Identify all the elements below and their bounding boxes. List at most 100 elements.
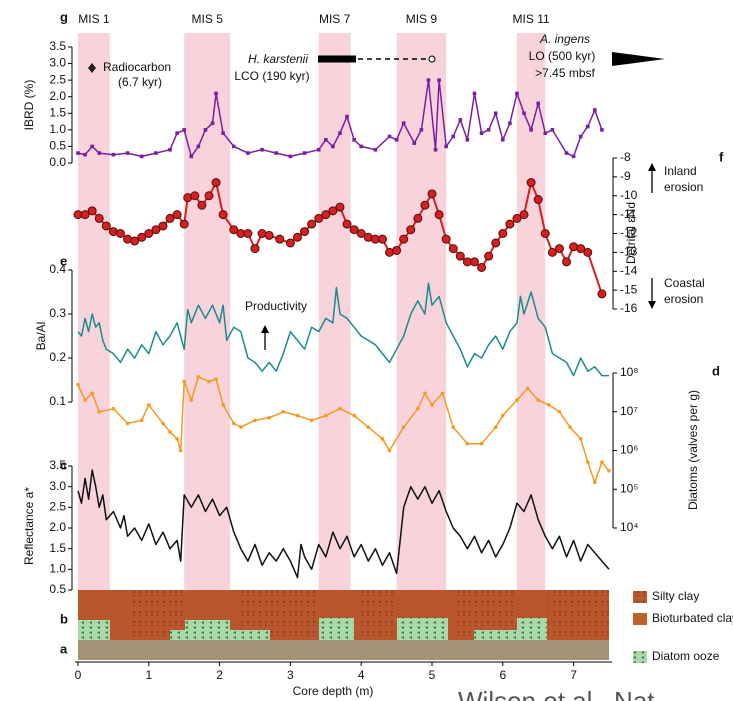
y-tick-label: -9	[620, 169, 631, 183]
point	[221, 131, 225, 135]
point	[557, 409, 562, 414]
y-tick-label: 2.5	[49, 500, 66, 514]
ooze-patch	[78, 620, 110, 640]
range-end	[428, 55, 436, 63]
annotation: >7.45 mbsf	[535, 66, 595, 80]
point	[172, 210, 182, 220]
point	[342, 219, 352, 229]
point	[243, 229, 253, 238]
point	[576, 244, 586, 254]
point	[373, 147, 378, 152]
point	[264, 230, 274, 240]
point	[479, 131, 484, 135]
point	[593, 480, 597, 485]
point	[394, 138, 399, 142]
point	[210, 121, 215, 126]
y-tick-label: 3.5	[49, 39, 66, 53]
point	[377, 234, 387, 244]
point	[593, 108, 597, 112]
point	[501, 138, 505, 142]
point	[139, 154, 144, 159]
point	[455, 251, 465, 261]
annotation: erosion	[664, 180, 703, 194]
series-line	[77, 282, 609, 377]
point	[190, 191, 200, 201]
y-tick-label: -13	[620, 245, 638, 259]
point	[434, 210, 444, 220]
point	[501, 413, 505, 418]
point	[352, 138, 356, 142]
mis-band	[78, 33, 110, 590]
point	[328, 206, 338, 216]
point	[218, 210, 228, 220]
point	[147, 403, 151, 407]
point	[151, 225, 161, 235]
point	[419, 128, 424, 132]
point	[324, 413, 328, 418]
point	[356, 229, 366, 238]
point	[406, 225, 416, 235]
point	[154, 151, 158, 155]
point	[179, 219, 189, 229]
panel-letter: d	[712, 363, 720, 378]
x-axis-label: Core depth (m)	[293, 684, 374, 698]
x-tick-label: 7	[570, 668, 577, 682]
y-tick-label: 0.5	[49, 139, 66, 153]
point	[345, 114, 349, 119]
y-tick-label: 2.0	[49, 89, 66, 103]
point	[533, 195, 543, 205]
point	[161, 421, 165, 426]
point	[300, 227, 310, 237]
point	[607, 468, 611, 473]
point	[125, 151, 130, 155]
y-tick-label: 1.5	[49, 105, 66, 119]
legend-label: Diatom ooze	[652, 649, 720, 663]
point	[543, 131, 548, 135]
mis-label: MIS 11	[513, 12, 550, 26]
point	[158, 221, 168, 231]
annotation: Productivity	[245, 299, 307, 313]
arrow-head	[648, 163, 656, 171]
point	[324, 138, 328, 142]
point	[529, 128, 533, 132]
point	[359, 144, 363, 149]
arrow-head	[261, 325, 269, 333]
point	[97, 151, 102, 155]
mis-label: MIS 7	[319, 12, 351, 26]
point	[338, 131, 342, 135]
point	[204, 191, 214, 201]
point	[583, 247, 593, 257]
point	[508, 121, 512, 126]
y-axis-label: Reflectance a*	[22, 487, 36, 565]
annotation: Radiocarbon	[103, 60, 171, 74]
point	[401, 121, 406, 126]
y-tick-label: 3.0	[49, 479, 66, 493]
point	[498, 229, 508, 238]
point	[211, 178, 221, 188]
y-tick-label: -8	[620, 150, 631, 164]
point	[512, 213, 522, 223]
point	[260, 147, 264, 152]
point	[115, 229, 125, 238]
lithology-hatch	[360, 590, 395, 640]
point	[331, 144, 335, 149]
ooze-patch	[319, 618, 354, 640]
point	[281, 409, 286, 414]
y-tick-label: -15	[620, 282, 638, 296]
point	[479, 441, 484, 446]
y-tick-label: 1.0	[49, 562, 66, 576]
x-tick-label: 6	[499, 668, 506, 682]
series-line	[77, 376, 610, 484]
point	[309, 418, 314, 423]
ooze-patch	[517, 618, 547, 640]
annotation: (6.7 kyr)	[118, 75, 162, 89]
point	[197, 200, 207, 210]
point	[83, 398, 87, 402]
point	[246, 151, 250, 155]
legend-swatch	[633, 591, 647, 603]
point	[178, 448, 183, 453]
annotation: H. karstenii	[248, 52, 308, 66]
point	[111, 406, 116, 411]
y-tick-label: 0.3	[49, 306, 66, 320]
